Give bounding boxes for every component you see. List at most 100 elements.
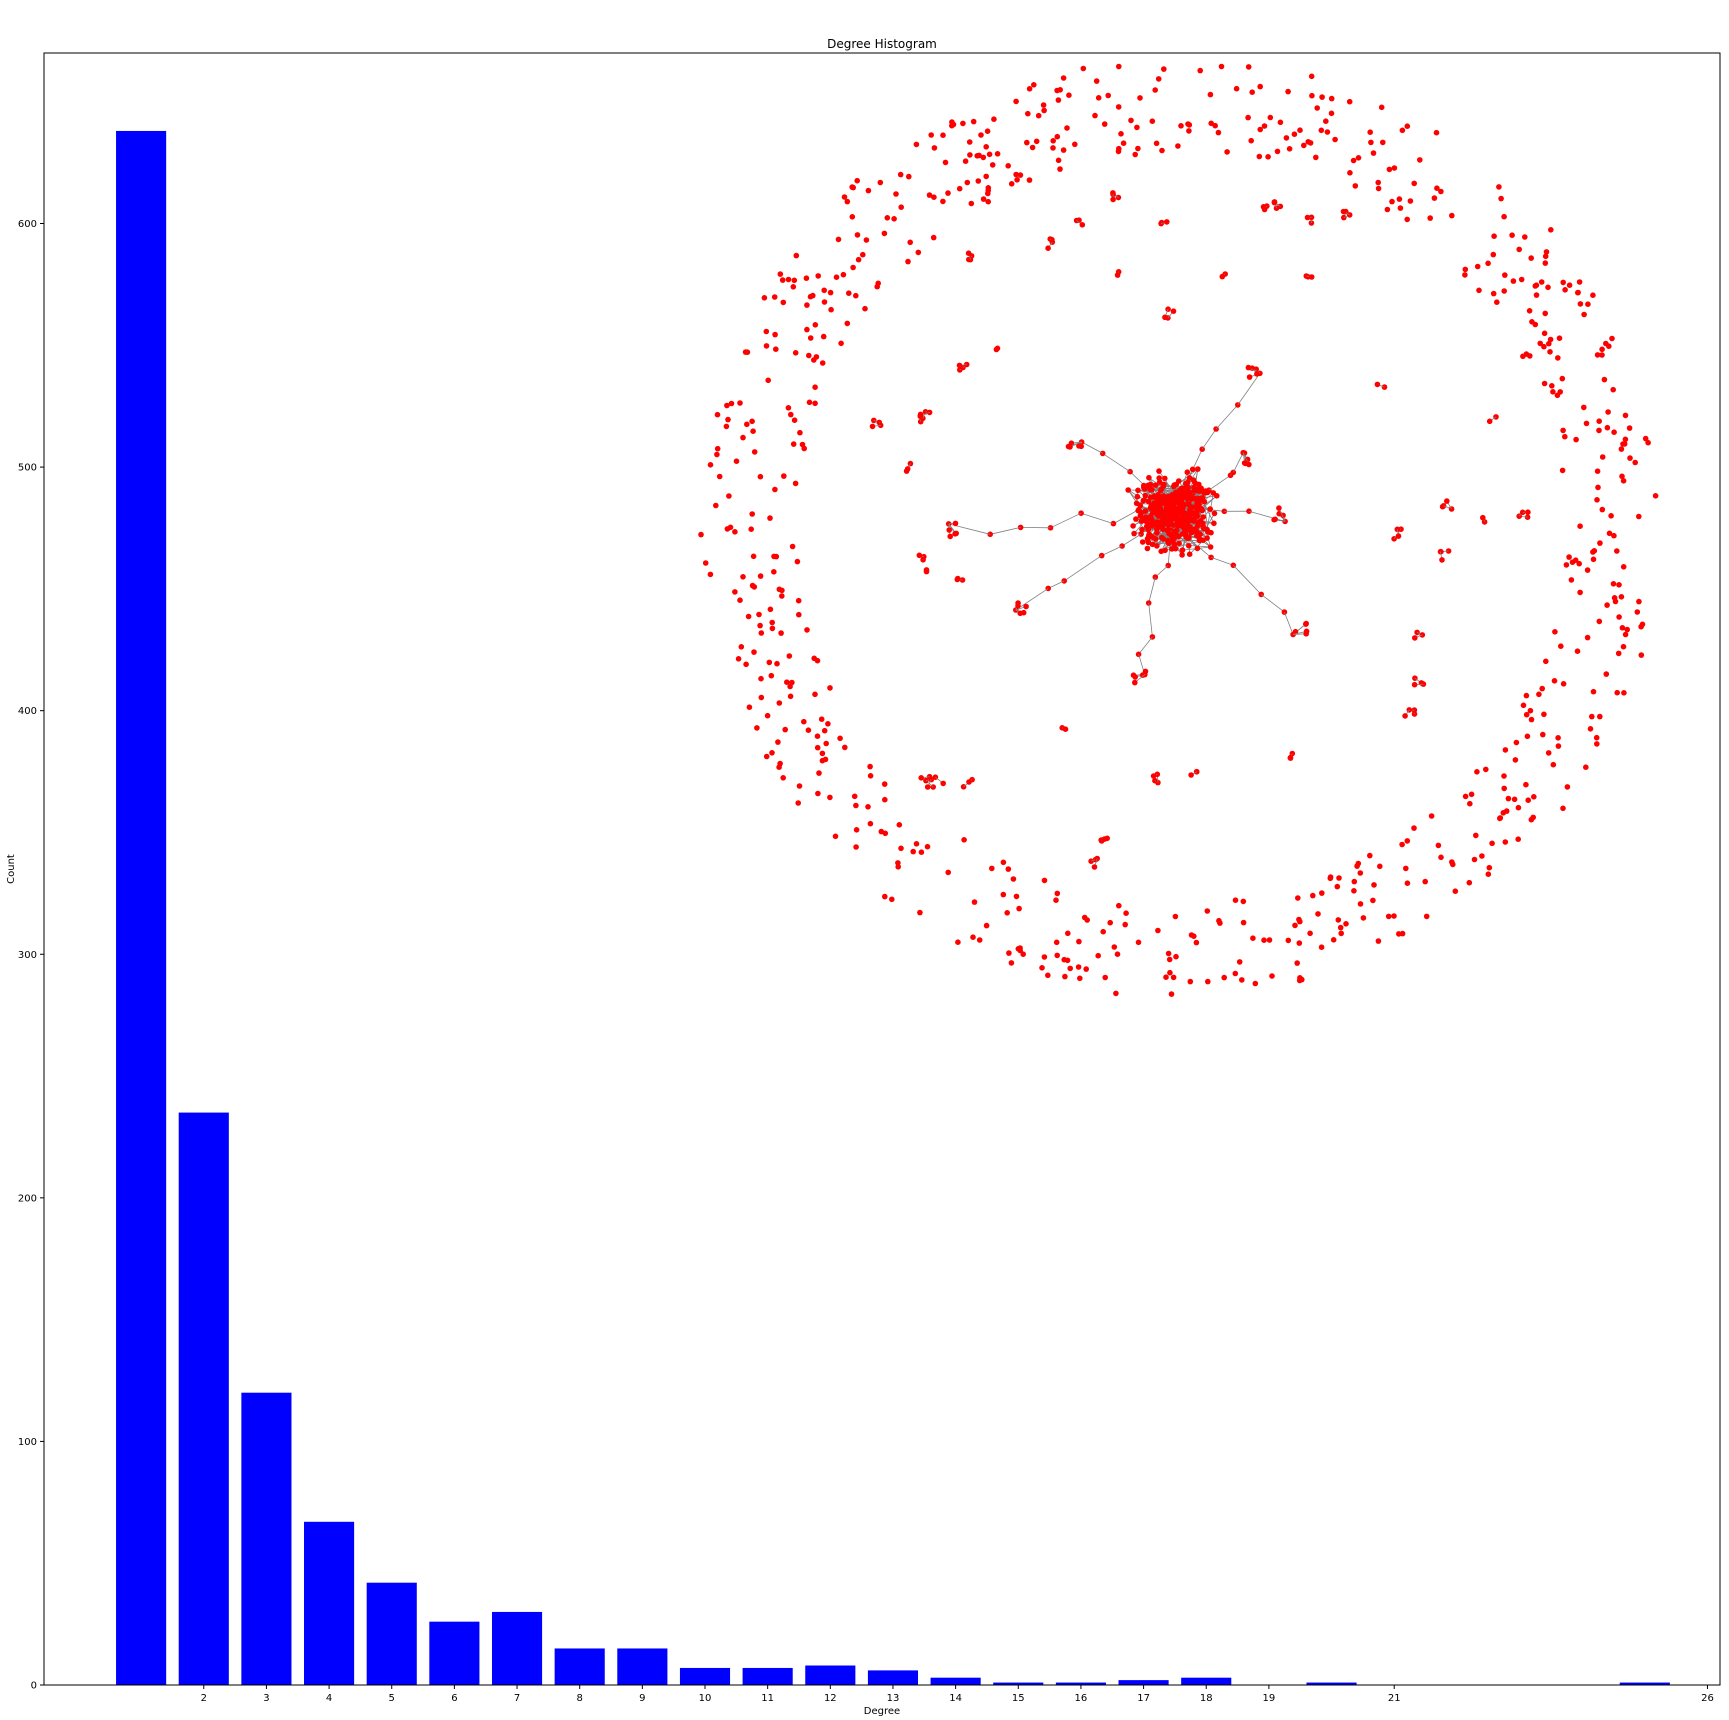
network-node (1636, 513, 1642, 520)
network-node (1497, 815, 1503, 822)
network-node (1155, 927, 1161, 934)
network-node (1153, 505, 1160, 511)
network-edge (1081, 441, 1103, 454)
network-node (1041, 107, 1047, 114)
network-node (1555, 735, 1561, 741)
network-node (1308, 274, 1315, 280)
network-node (1113, 990, 1119, 997)
network-node (1614, 548, 1620, 554)
network-edge (1102, 453, 1131, 473)
network-node (1391, 913, 1397, 919)
network-node (1153, 140, 1160, 147)
network-node (940, 780, 946, 787)
network-node (1201, 490, 1208, 496)
network-node (1218, 63, 1225, 70)
network-node (1556, 335, 1563, 342)
network-node (1548, 227, 1554, 233)
network-node (1281, 609, 1288, 615)
network-node (1242, 460, 1249, 467)
network-node (1035, 112, 1042, 119)
network-node (1166, 956, 1173, 963)
network-node (1560, 279, 1566, 286)
network-node (1619, 625, 1626, 631)
x-tick-label: 2 (201, 1693, 207, 1704)
network-node (1560, 427, 1566, 434)
network-node (806, 352, 812, 359)
network-node (1399, 841, 1405, 848)
network-node (1375, 938, 1382, 944)
network-node (1135, 651, 1142, 658)
bar-degree-4 (304, 1521, 355, 1685)
network-node (1187, 978, 1194, 985)
x-axis-label: Degree (864, 1706, 900, 1717)
network-node (713, 502, 719, 509)
network-node (1513, 739, 1520, 746)
network-node (1088, 858, 1094, 864)
network-node (1310, 892, 1316, 899)
network-node (1099, 450, 1106, 457)
network-node (1587, 726, 1594, 732)
network-node (1204, 908, 1211, 914)
network-node (1622, 631, 1629, 638)
network-node (1164, 498, 1171, 504)
network-node (769, 750, 775, 756)
network-node (1323, 118, 1329, 124)
network-node (1062, 726, 1069, 732)
network-node (1368, 139, 1374, 146)
network-node (1017, 610, 1023, 617)
network-node (1357, 901, 1364, 907)
network-node (898, 204, 904, 210)
network-node (1041, 877, 1048, 884)
network-node (1114, 951, 1121, 957)
network-node (1491, 233, 1497, 239)
network-node (827, 289, 834, 296)
network-node (954, 576, 961, 583)
network-node (810, 292, 816, 299)
network-node (1304, 214, 1311, 221)
network-node (923, 567, 930, 573)
network-node (1412, 675, 1418, 681)
network-node (1502, 272, 1508, 278)
network-edge (1121, 533, 1142, 547)
network-node (1095, 95, 1102, 101)
network-node (1256, 153, 1263, 160)
network-node (777, 271, 784, 277)
network-node (757, 573, 764, 579)
bar-degree-11 (742, 1667, 793, 1685)
network-node (1309, 92, 1315, 99)
plot-background (44, 53, 1720, 1685)
network-node (1188, 529, 1195, 535)
network-node (867, 820, 874, 827)
network-node (792, 480, 799, 487)
bar-degree-12 (805, 1665, 856, 1685)
network-node (1474, 769, 1480, 775)
network-node (1271, 516, 1277, 523)
network-node (849, 214, 856, 220)
network-node (1057, 166, 1063, 172)
network-node (1145, 498, 1152, 505)
network-node (1172, 913, 1179, 920)
network-node (1026, 177, 1033, 183)
network-node (1207, 506, 1213, 512)
network-node (1054, 890, 1061, 897)
network-node (1161, 66, 1167, 72)
network-node (828, 306, 834, 313)
network-node (895, 860, 901, 866)
network-node (1546, 340, 1552, 347)
network-node (1590, 688, 1597, 695)
network-node (1285, 937, 1292, 944)
network-node (1412, 635, 1418, 641)
network-node (1175, 143, 1181, 149)
network-edge (1148, 577, 1156, 604)
network-node (1076, 938, 1082, 945)
network-node (1642, 435, 1649, 442)
network-node (1564, 784, 1571, 790)
network-node (1581, 311, 1587, 318)
network-node (1594, 497, 1600, 503)
network-node (1618, 594, 1625, 600)
network-node (878, 828, 885, 835)
network-node (1538, 279, 1545, 285)
network-node (1054, 952, 1060, 959)
network-node (1110, 196, 1116, 203)
network-node (1232, 970, 1239, 977)
